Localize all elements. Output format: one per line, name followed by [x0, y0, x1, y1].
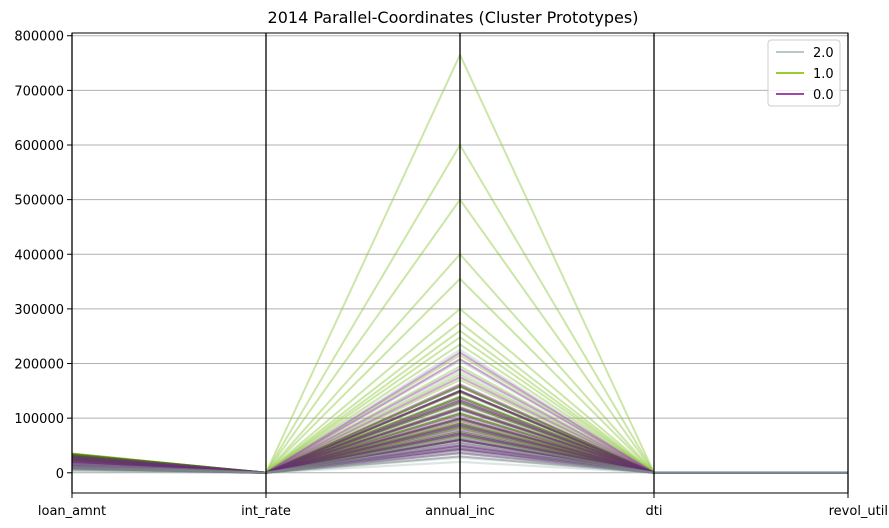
legend-label: 2.0 — [813, 46, 834, 61]
y-tick-label: 600000 — [14, 139, 64, 154]
x-tick-label: annual_inc — [425, 504, 495, 519]
legend-label: 1.0 — [813, 67, 834, 82]
x-tick-label: dti — [646, 504, 663, 519]
y-tick-label: 400000 — [14, 248, 64, 263]
chart-title: 2014 Parallel-Coordinates (Cluster Proto… — [268, 8, 639, 27]
y-tick-label: 500000 — [14, 194, 64, 209]
legend: 2.0 1.0 0.0 — [767, 39, 841, 107]
axes — [71, 32, 849, 494]
x-tick-label: loan_amnt — [38, 504, 106, 519]
legend-label: 0.0 — [813, 88, 834, 103]
x-tick-label: int_rate — [241, 504, 291, 519]
y-tick-label: 200000 — [14, 358, 64, 373]
y-tick-label: 0 — [56, 467, 64, 482]
x-axis-labels: loan_amnt int_rate annual_inc dti revol_util — [38, 493, 888, 519]
y-tick-label: 100000 — [14, 412, 64, 427]
y-ticks: 0 100000 200000 300000 400000 500000 600000 700… — [14, 30, 72, 482]
y-tick-label: 800000 — [14, 30, 64, 45]
y-tick-label: 700000 — [14, 84, 64, 99]
x-tick-label: revol_util — [829, 504, 888, 519]
y-tick-label: 300000 — [14, 303, 64, 318]
